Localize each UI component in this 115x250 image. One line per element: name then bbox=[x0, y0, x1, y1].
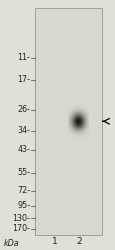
Text: 130-: 130- bbox=[12, 214, 30, 223]
Text: 2: 2 bbox=[75, 238, 81, 246]
Text: 43-: 43- bbox=[17, 146, 30, 154]
Text: 55-: 55- bbox=[17, 168, 30, 177]
Text: kDa: kDa bbox=[4, 239, 19, 248]
Text: 170-: 170- bbox=[12, 224, 30, 233]
Text: 1: 1 bbox=[51, 238, 57, 246]
Text: 26-: 26- bbox=[17, 106, 30, 114]
Text: 11-: 11- bbox=[17, 53, 30, 62]
Bar bbox=[34, 8, 101, 235]
Text: 72-: 72- bbox=[17, 186, 30, 195]
Text: 95-: 95- bbox=[17, 201, 30, 210]
Text: 17-: 17- bbox=[17, 76, 30, 84]
Text: 34-: 34- bbox=[17, 126, 30, 135]
